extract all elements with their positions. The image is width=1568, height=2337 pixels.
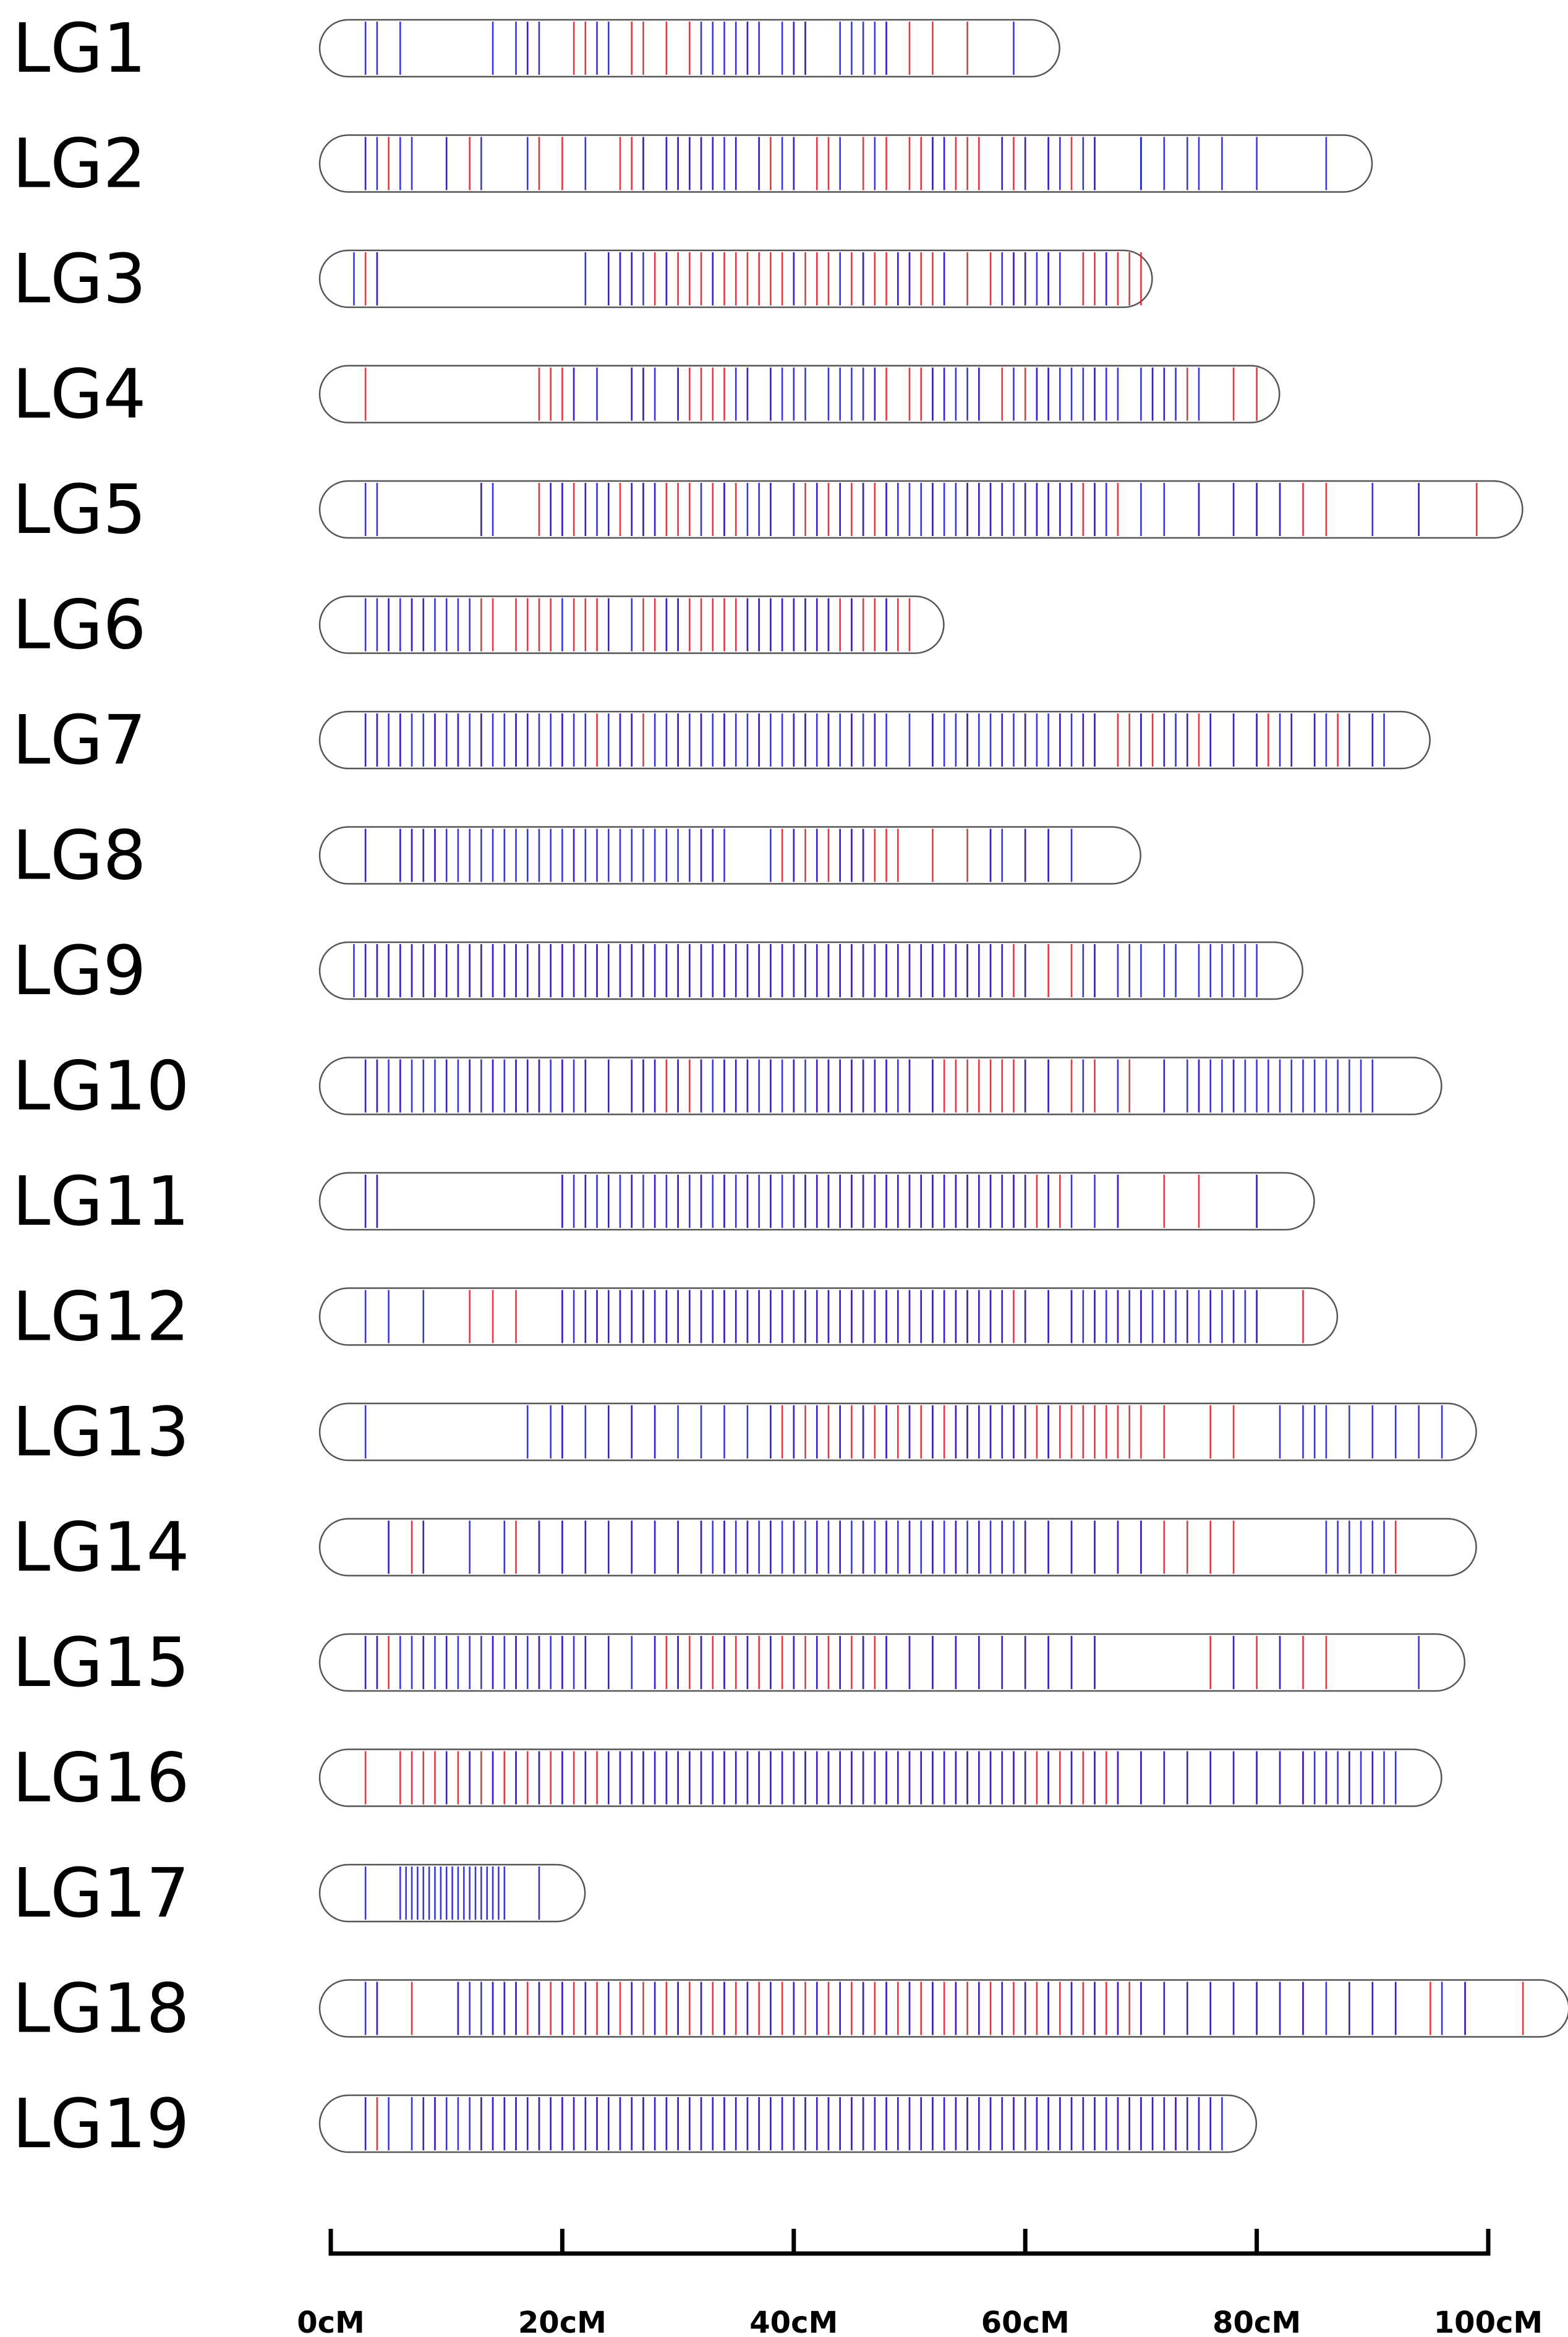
group-label-lg17: LG17 (12, 1854, 190, 1933)
group-label-lg7: LG7 (12, 700, 147, 780)
group-label-lg8: LG8 (12, 816, 147, 895)
group-label-lg9: LG9 (12, 931, 147, 1010)
chromosome-bar-lg9 (318, 941, 1304, 1000)
linkage-group-lg19: LG19 (12, 2084, 1258, 2163)
group-label-lg5: LG5 (12, 470, 147, 549)
chromosome-bar-lg16 (318, 1748, 1442, 1807)
linkage-group-lg8: LG8 (12, 816, 1141, 895)
linkage-group-lg18: LG18 (12, 1969, 1568, 2048)
linkage-groups: LG1 LG2 LG3 LG4 LG5 LG6 LG7 LG8 LG9 LG10 LG11 LG12 L… (12, 9, 1568, 2163)
linkage-group-lg16: LG16 (12, 1739, 1442, 1818)
linkage-group-lg10: LG10 (12, 1047, 1442, 1126)
group-label-lg3: LG3 (12, 239, 147, 318)
group-label-lg15: LG15 (12, 1623, 190, 1702)
chromosome-bar-lg8 (318, 826, 1141, 885)
scale-tick-label: 80cM (1212, 2305, 1301, 2337)
linkage-group-lg14: LG14 (12, 1508, 1477, 1587)
linkage-group-lg17: LG17 (12, 1854, 586, 1933)
scale-tick-label: 100cM (1434, 2305, 1543, 2337)
linkage-group-lg11: LG11 (12, 1162, 1315, 1241)
linkage-group-lg3: LG3 (12, 239, 1153, 318)
group-label-lg14: LG14 (12, 1508, 190, 1587)
group-label-lg4: LG4 (12, 355, 147, 434)
group-label-lg13: LG13 (12, 1392, 190, 1471)
linkage-group-lg13: LG13 (12, 1392, 1477, 1471)
scale-tick-label: 20cM (518, 2305, 607, 2337)
group-label-lg12: LG12 (12, 1277, 190, 1356)
scale-bar: 0cM 20cM 40cM 60cM 80cM 100cM (297, 2229, 1543, 2337)
linkage-group-lg1: LG1 (12, 9, 1060, 88)
group-label-lg18: LG18 (12, 1969, 190, 2048)
linkage-group-lg2: LG2 (12, 124, 1373, 203)
linkage-group-lg9: LG9 (12, 931, 1304, 1010)
chromosome-bar-lg2 (318, 134, 1373, 193)
group-label-lg6: LG6 (12, 585, 147, 665)
group-label-lg1: LG1 (12, 9, 147, 88)
linkage-group-lg12: LG12 (12, 1277, 1339, 1356)
chromosome-bar-lg15 (318, 1633, 1466, 1692)
linkage-group-lg5: LG5 (12, 470, 1523, 549)
linkage-group-lg7: LG7 (12, 700, 1431, 780)
linkage-group-lg6: LG6 (12, 585, 945, 665)
linkage-group-lg4: LG4 (12, 355, 1280, 434)
scale-tick-label: 40cM (749, 2305, 838, 2337)
chromosome-bar-lg19 (318, 2094, 1258, 2153)
scale-tick-label: 0cM (297, 2305, 365, 2337)
group-label-lg11: LG11 (12, 1162, 190, 1241)
group-label-lg19: LG19 (12, 2084, 190, 2163)
chromosome-bar-lg4 (318, 365, 1280, 424)
group-label-lg10: LG10 (12, 1047, 190, 1126)
chromosome-bar-lg10 (318, 1057, 1442, 1115)
scale-tick-label: 60cM (981, 2305, 1070, 2337)
linkage-group-lg15: LG15 (12, 1623, 1466, 1702)
group-label-lg2: LG2 (12, 124, 147, 203)
group-label-lg16: LG16 (12, 1739, 190, 1818)
